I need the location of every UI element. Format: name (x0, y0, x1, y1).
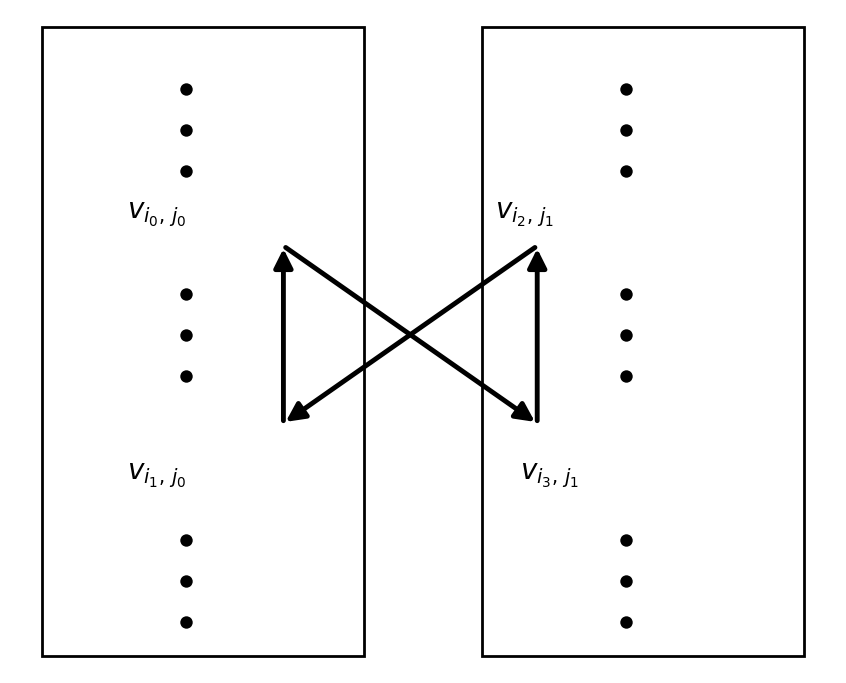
Point (619, 329, 633, 340)
Point (619, 575, 633, 586)
Text: $\mathit{v}_{i_1,\, j_0}$: $\mathit{v}_{i_1,\, j_0}$ (127, 461, 186, 490)
Point (179, 575, 193, 586)
Point (179, 534, 193, 545)
Point (619, 124, 633, 135)
Point (179, 83, 193, 94)
Point (619, 370, 633, 381)
Text: $\mathit{v}_{i_3,\, j_1}$: $\mathit{v}_{i_3,\, j_1}$ (520, 461, 580, 490)
Text: $\mathit{v}_{i_0,\, j_0}$: $\mathit{v}_{i_0,\, j_0}$ (127, 200, 186, 229)
Point (619, 616, 633, 627)
Point (619, 534, 633, 545)
Text: $\mathit{v}_{i_2,\, j_1}$: $\mathit{v}_{i_2,\, j_1}$ (495, 200, 554, 229)
Point (619, 83, 633, 94)
Point (179, 165, 193, 176)
Point (179, 124, 193, 135)
Point (179, 370, 193, 381)
Point (619, 288, 633, 299)
Point (179, 616, 193, 627)
Point (179, 288, 193, 299)
Point (619, 165, 633, 176)
Point (179, 329, 193, 340)
Bar (482, 27, 804, 656)
Bar (42, 27, 364, 656)
